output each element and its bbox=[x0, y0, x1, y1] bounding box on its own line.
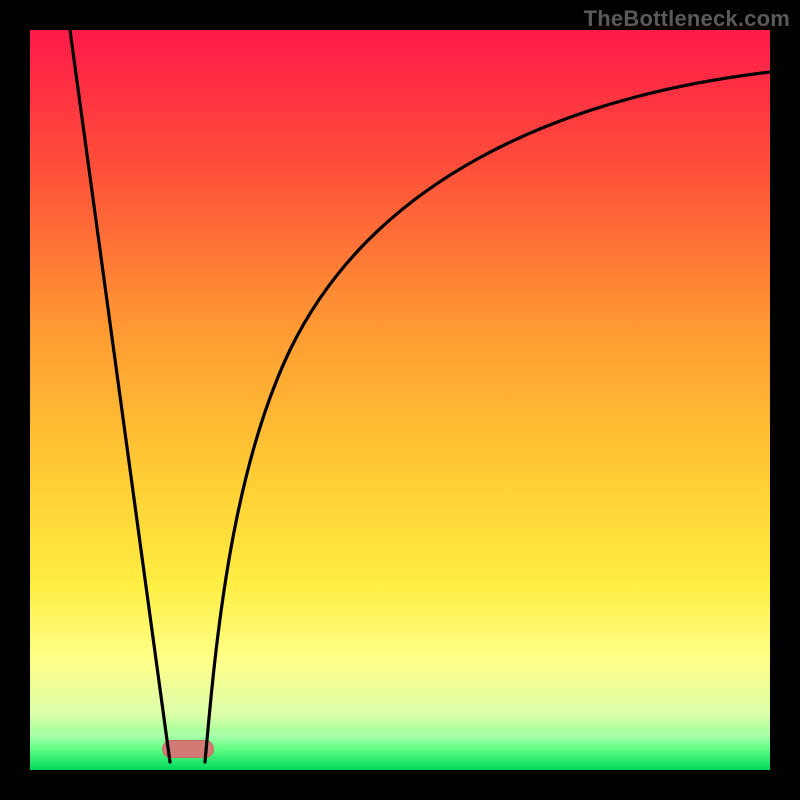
left-line bbox=[70, 30, 170, 762]
plot-area bbox=[30, 30, 770, 770]
chart-frame: TheBottleneck.com bbox=[0, 0, 800, 800]
bottleneck-curves bbox=[30, 30, 770, 770]
watermark-text: TheBottleneck.com bbox=[584, 6, 790, 32]
right-curve bbox=[205, 72, 770, 762]
